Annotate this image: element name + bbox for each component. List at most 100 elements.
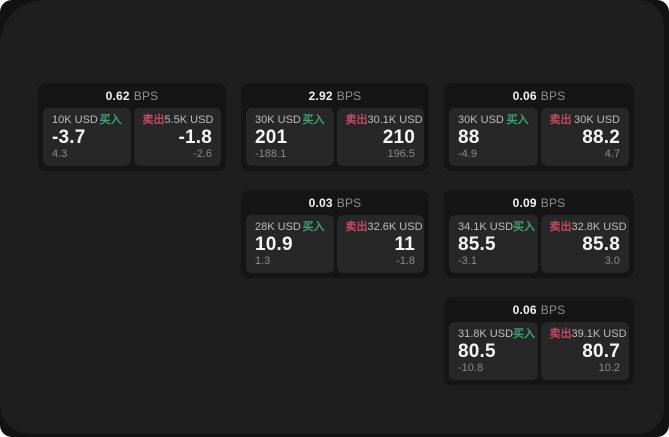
- buy-price: 201: [255, 127, 288, 148]
- sell-side-label: 卖出: [345, 114, 368, 126]
- sell-tile-header: 卖出 39.1K USD: [549, 328, 627, 340]
- buy-tile-header: 28K USD 买入: [255, 222, 325, 233]
- sell-price: 88.2: [582, 127, 620, 148]
- sell-sub-value: -1.8: [396, 255, 415, 267]
- buy-quote-tile[interactable]: 30K USD 买入 201 -188.1: [246, 108, 334, 166]
- spread-value: 0.62: [105, 88, 130, 103]
- sell-amount: 32.6K USD: [367, 221, 423, 233]
- buy-sub-value: 4.3: [52, 148, 68, 160]
- buy-sub-value: -10.8: [458, 362, 484, 374]
- sell-price: 11: [394, 234, 415, 255]
- sell-price: -1.8: [178, 127, 212, 148]
- sell-sub-value: -2.6: [193, 148, 212, 160]
- quote-card-3: 0.06 BPS 30K USD 买入 88 -4.9 卖出 30K USD 8…: [444, 83, 634, 171]
- buy-quote-tile[interactable]: 28K USD 买入 10.9 1.3: [246, 215, 334, 273]
- sell-price: 210: [382, 127, 415, 148]
- spread-header: 0.09 BPS: [449, 190, 629, 215]
- buy-quote-tile[interactable]: 10K USD 买入 -3.7 4.3: [43, 108, 131, 166]
- buy-quote-tile[interactable]: 34.1K USD 买入 85.5 -3.1: [449, 215, 538, 273]
- buy-tile-header: 30K USD 买入: [255, 115, 325, 126]
- sell-tile-header: 卖出 5.5K USD: [142, 114, 214, 126]
- spread-header: 0.62 BPS: [43, 83, 221, 108]
- sell-sub-value: 4.7: [604, 148, 620, 160]
- sell-quote-tile[interactable]: 卖出 32.6K USD 11 -1.8: [336, 215, 424, 273]
- sell-sub-value: 196.5: [387, 148, 415, 160]
- buy-price: 10.9: [255, 234, 293, 255]
- buy-side-label: 买入: [302, 221, 325, 233]
- quote-card-5: 0.09 BPS 34.1K USD 买入 85.5 -3.1 卖出 32.8K…: [444, 190, 634, 278]
- buy-amount: 34.1K USD: [458, 221, 514, 233]
- buy-sub-value: -188.1: [255, 148, 287, 160]
- quote-panels: 34.1K USD 买入 85.5 -3.1 卖出 32.8K USD 85.8…: [449, 215, 629, 273]
- buy-price: 88: [458, 127, 480, 148]
- buy-amount: 31.8K USD: [458, 328, 514, 340]
- sell-amount: 5.5K USD: [164, 114, 214, 126]
- spread-header: 0.03 BPS: [246, 190, 424, 215]
- quote-card-4: 0.03 BPS 28K USD 买入 10.9 1.3 卖出 32.6K US…: [241, 190, 429, 278]
- sell-amount: 39.1K USD: [571, 328, 627, 340]
- spread-header: 2.92 BPS: [246, 83, 424, 108]
- spread-value: 0.06: [512, 88, 537, 103]
- quote-card-2: 2.92 BPS 30K USD 买入 201 -188.1 卖出 30.1K …: [241, 83, 429, 171]
- buy-amount: 28K USD: [255, 221, 301, 233]
- sell-side-label: 卖出: [549, 328, 572, 340]
- buy-tile-header: 30K USD 买入: [458, 115, 529, 126]
- sell-amount: 32.8K USD: [571, 221, 627, 233]
- spread-header: 0.06 BPS: [449, 83, 629, 108]
- buy-tile-header: 10K USD 买入: [52, 115, 122, 126]
- sell-tile-header: 卖出 32.6K USD: [345, 221, 423, 233]
- sell-amount: 30K USD: [574, 114, 620, 126]
- quote-panels: 31.8K USD 买入 80.5 -10.8 卖出 39.1K USD 80.…: [449, 322, 629, 380]
- buy-sub-value: -4.9: [458, 148, 477, 160]
- spread-value: 2.92: [308, 88, 333, 103]
- sell-quote-tile[interactable]: 卖出 30K USD 88.2 4.7: [540, 108, 629, 166]
- buy-amount: 30K USD: [255, 114, 301, 126]
- spread-header: 0.06 BPS: [449, 297, 629, 322]
- buy-side-label: 买入: [99, 114, 122, 126]
- buy-tile-header: 31.8K USD 买入: [458, 328, 535, 340]
- buy-side-label: 买入: [513, 221, 536, 233]
- buy-tile-header: 34.1K USD 买入: [458, 221, 535, 233]
- spread-value: 0.03: [308, 195, 333, 210]
- quote-card-1: 0.62 BPS 10K USD 买入 -3.7 4.3 卖出 5.5K USD…: [38, 83, 226, 171]
- buy-quote-tile[interactable]: 31.8K USD 买入 80.5 -10.8: [449, 322, 538, 380]
- sell-quote-tile[interactable]: 卖出 39.1K USD 80.7 10.2: [540, 322, 629, 380]
- quote-card-6: 0.06 BPS 31.8K USD 买入 80.5 -10.8 卖出 39.1…: [444, 297, 634, 385]
- sell-side-label: 卖出: [345, 221, 368, 233]
- spread-unit-label: BPS: [540, 195, 566, 210]
- sell-tile-header: 卖出 32.8K USD: [549, 221, 627, 233]
- buy-price: 80.5: [458, 341, 496, 362]
- spread-unit-label: BPS: [540, 302, 566, 317]
- sell-tile-header: 卖出 30.1K USD: [345, 114, 423, 126]
- buy-side-label: 买入: [506, 114, 529, 126]
- buy-side-label: 买入: [513, 328, 536, 340]
- buy-price: 85.5: [458, 234, 496, 255]
- quote-panels: 10K USD 买入 -3.7 4.3 卖出 5.5K USD -1.8 -2.…: [43, 108, 221, 166]
- spread-unit-label: BPS: [540, 88, 566, 103]
- sell-sub-value: 3.0: [604, 255, 620, 267]
- spread-value: 0.09: [512, 195, 537, 210]
- sell-tile-header: 卖出 30K USD: [550, 115, 621, 126]
- quote-panels: 30K USD 买入 201 -188.1 卖出 30.1K USD 210 1…: [246, 108, 424, 166]
- sell-side-label: 卖出: [549, 221, 572, 233]
- sell-quote-tile[interactable]: 卖出 32.8K USD 85.8 3.0: [540, 215, 629, 273]
- buy-quote-tile[interactable]: 30K USD 买入 88 -4.9: [449, 108, 538, 166]
- spread-value: 0.06: [512, 302, 537, 317]
- buy-amount: 10K USD: [52, 114, 98, 126]
- quote-panels: 30K USD 买入 88 -4.9 卖出 30K USD 88.2 4.7: [449, 108, 629, 166]
- sell-quote-tile[interactable]: 卖出 5.5K USD -1.8 -2.6: [133, 108, 221, 166]
- sell-quote-tile[interactable]: 卖出 30.1K USD 210 196.5: [336, 108, 424, 166]
- buy-price: -3.7: [52, 127, 86, 148]
- sell-price: 80.7: [582, 341, 620, 362]
- spread-unit-label: BPS: [133, 88, 159, 103]
- sell-price: 85.8: [582, 234, 620, 255]
- spread-unit-label: BPS: [336, 195, 362, 210]
- sell-side-label: 卖出: [142, 114, 165, 126]
- buy-sub-value: 1.3: [255, 255, 271, 267]
- buy-sub-value: -3.1: [458, 255, 477, 267]
- sell-sub-value: 10.2: [598, 362, 620, 374]
- spread-unit-label: BPS: [336, 88, 362, 103]
- sell-side-label: 卖出: [549, 114, 572, 126]
- sell-amount: 30.1K USD: [367, 114, 423, 126]
